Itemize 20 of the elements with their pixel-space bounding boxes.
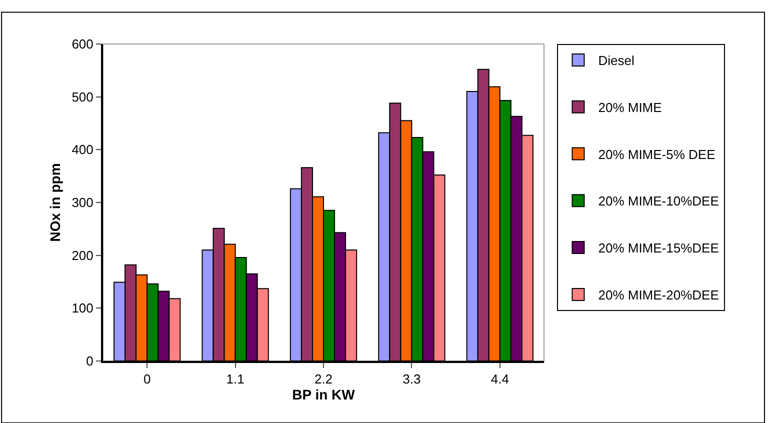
legend-label: 20% MIME-15%DEE xyxy=(598,240,720,256)
x-tick-label: 1.1 xyxy=(226,372,244,387)
y-tick-label: 0 xyxy=(86,354,94,369)
legend-label: 20% MIME-5% DEE xyxy=(598,146,716,162)
x-tick-label: 4.4 xyxy=(490,372,509,387)
y-tick-label: 600 xyxy=(72,36,94,52)
x-axis-title: BP in KW xyxy=(292,386,356,403)
y-tick-label: 200 xyxy=(72,248,94,263)
legend-label: 20% MIME xyxy=(598,100,662,115)
legend-label: Diesel xyxy=(598,53,634,68)
legend-label: 20% MIME-20%DEE xyxy=(598,288,720,303)
x-tick-label: 0 xyxy=(143,372,151,387)
y-tick-label: 300 xyxy=(72,195,94,210)
y-tick-label: 400 xyxy=(72,142,94,158)
x-tick-label: 3.3 xyxy=(402,372,421,387)
y-axis-title: NOx in ppm xyxy=(46,163,63,242)
legend-label: 20% MIME-10%DEE xyxy=(598,194,720,209)
y-tick-label: 500 xyxy=(72,89,94,104)
x-tick-label: 2.2 xyxy=(314,372,333,387)
y-tick-label: 100 xyxy=(72,300,94,316)
